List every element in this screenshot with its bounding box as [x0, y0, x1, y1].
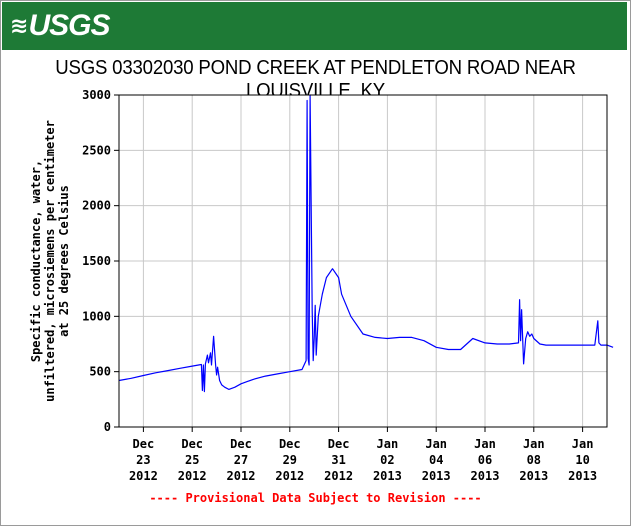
x-tick-label: Jan: [572, 437, 594, 451]
x-tick-label: 27: [234, 453, 248, 467]
x-tick-label: 25: [185, 453, 199, 467]
y-tick-label: 1500: [82, 254, 111, 268]
y-tick-label: 2500: [82, 143, 111, 157]
provisional-data-note: ---- Provisional Data Subject to Revisio…: [149, 491, 482, 505]
x-tick-label: 02: [380, 453, 394, 467]
y-tick-label: 0: [104, 420, 111, 434]
y-tick-label: 2000: [82, 199, 111, 213]
x-tick-label: 2013: [519, 469, 548, 483]
usgs-logo[interactable]: ≋ USGS: [10, 8, 110, 44]
x-tick-label: 04: [429, 453, 443, 467]
x-tick-label: 2012: [324, 469, 353, 483]
y-tick-label: 3000: [82, 88, 111, 102]
x-tick-label: Dec: [181, 437, 203, 451]
series-layer: [118, 94, 614, 393]
y-ticks: 0 500 1000 1500 2000 2500 3000: [82, 88, 119, 434]
x-tick-label: 29: [283, 453, 297, 467]
x-tick-label: Dec: [328, 437, 350, 451]
x-tick-label: 2012: [227, 469, 256, 483]
x-tick-label: 2013: [422, 469, 451, 483]
x-tick-label: 2013: [471, 469, 500, 483]
series-line: [118, 94, 614, 393]
y-tick-label: 1000: [82, 309, 111, 323]
grid-lines: [119, 95, 607, 427]
usgs-banner: ≋ USGS: [2, 2, 627, 50]
x-tick-label: 31: [331, 453, 345, 467]
usgs-logo-text: USGS: [28, 9, 110, 42]
x-tick-label: Dec: [133, 437, 155, 451]
x-tick-label: Jan: [377, 437, 399, 451]
x-tick-label: 2013: [373, 469, 402, 483]
x-ticks: Dec 23 2012 Dec 25 2012 Dec 27 2012 Dec 29 2012 Dec 3…: [129, 427, 597, 483]
usgs-wave-icon: ≋: [10, 13, 28, 39]
x-tick-label: 08: [527, 453, 541, 467]
x-tick-label: 2012: [129, 469, 158, 483]
x-tick-label: Jan: [474, 437, 496, 451]
x-tick-label: 2012: [275, 469, 304, 483]
x-tick-label: 2012: [178, 469, 207, 483]
y-tick-label: 500: [89, 365, 111, 379]
x-tick-label: Dec: [279, 437, 301, 451]
x-tick-label: 10: [575, 453, 589, 467]
x-tick-label: 06: [478, 453, 492, 467]
x-tick-label: Jan: [523, 437, 545, 451]
x-tick-label: 23: [136, 453, 150, 467]
x-tick-label: Jan: [425, 437, 447, 451]
x-tick-label: 2013: [568, 469, 597, 483]
x-tick-label: Dec: [230, 437, 252, 451]
